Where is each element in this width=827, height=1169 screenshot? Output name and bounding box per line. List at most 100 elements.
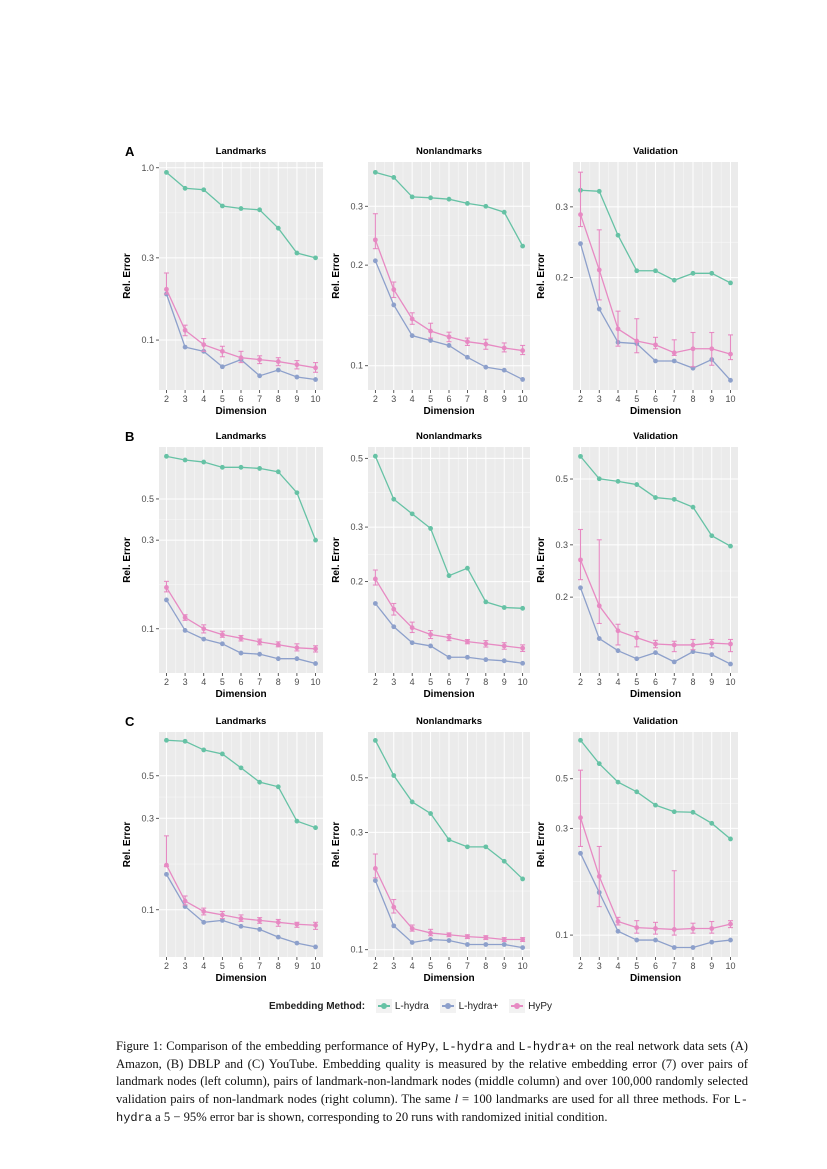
data-point: [465, 934, 470, 940]
data-point: [596, 476, 602, 482]
data-point: [409, 194, 415, 200]
x-tick-label: 5: [220, 677, 225, 687]
series-hypy: [578, 171, 733, 368]
data-point: [709, 926, 715, 931]
x-tick-label: 2: [373, 677, 378, 687]
data-point: [219, 464, 225, 470]
series-hypy: [372, 853, 526, 943]
data-point: [728, 351, 733, 357]
x-tick-label: 7: [257, 677, 262, 687]
y-tick-label: 0.3: [141, 253, 154, 263]
y-tick-label: 0.3: [350, 201, 363, 211]
data-point: [294, 921, 300, 927]
x-axis-label: Dimension: [215, 406, 266, 417]
data-point: [709, 652, 715, 658]
x-tick-label: 3: [597, 961, 602, 971]
data-point: [409, 333, 415, 339]
data-point: [578, 212, 583, 217]
data-point: [653, 641, 658, 647]
data-point: [465, 200, 470, 206]
data-point: [653, 358, 658, 364]
x-tick-label: 3: [391, 961, 396, 971]
data-point: [690, 809, 696, 815]
data-point: [690, 270, 696, 276]
data-point: [671, 277, 677, 283]
legend: Embedding Method: L-hydra L-hydra+ HyPy: [0, 999, 827, 1013]
x-tick-label: 6: [446, 394, 451, 404]
data-point: [520, 660, 526, 666]
series-l-hydra: [372, 453, 526, 611]
legend-key-l-hydra: [375, 999, 392, 1013]
data-point: [257, 373, 263, 379]
x-tick-label: 5: [634, 677, 639, 687]
data-point: [634, 937, 640, 943]
x-tick-label: 5: [428, 394, 433, 404]
data-point: [182, 344, 188, 350]
x-tick-label: 2: [578, 961, 583, 971]
data-point: [596, 306, 602, 312]
series-l-hydra: [164, 453, 318, 543]
chart-title: Nonlandmarks: [416, 431, 482, 442]
data-point: [501, 643, 507, 649]
data-point: [615, 232, 621, 238]
x-tick-label: 10: [725, 394, 735, 404]
series-hypy: [163, 580, 319, 653]
data-point: [428, 937, 433, 942]
x-tick-label: 6: [238, 394, 243, 404]
data-point: [615, 928, 621, 934]
data-point: [634, 482, 640, 487]
data-point: [634, 635, 640, 641]
x-tick-label: 5: [634, 961, 639, 971]
x-tick-label: 7: [465, 677, 470, 687]
x-tick-label: 8: [276, 394, 281, 404]
x-tick-label: 4: [201, 394, 206, 404]
x-axis-label: Dimension: [423, 689, 474, 700]
panel-label: B: [125, 429, 134, 444]
y-tick-label: 0.1: [555, 930, 568, 940]
y-axis-label: Rel. Error: [331, 822, 342, 868]
data-point: [428, 328, 433, 334]
data-point: [615, 779, 621, 785]
x-tick-label: 2: [578, 677, 583, 687]
series-l-hydra: [578, 187, 733, 286]
data-point: [372, 576, 378, 582]
data-point: [409, 625, 415, 631]
x-tick-label: 10: [725, 677, 735, 687]
data-point: [428, 338, 433, 343]
data-point: [709, 820, 715, 826]
data-point: [391, 923, 397, 929]
data-point: [728, 921, 733, 927]
data-point: [709, 939, 715, 945]
data-point: [653, 650, 658, 656]
data-point: [446, 932, 452, 938]
data-point: [219, 364, 225, 370]
data-point: [257, 926, 263, 932]
data-point: [372, 258, 378, 264]
chart-panel: 2 3 4 5 6 7 8 9 10 0.1 0.3 1.0 Landmarks Dimension Rel…: [122, 144, 323, 417]
data-point: [409, 940, 415, 945]
figure-panels: 2 3 4 5 6 7 8 9 10 0.1 0.3 1.0 Landmarks Dimension Rel…: [122, 144, 738, 984]
y-tick-label: 0.2: [555, 273, 568, 283]
data-point: [391, 606, 397, 612]
data-point: [257, 357, 263, 363]
x-axis-label: Dimension: [215, 973, 266, 984]
data-point: [372, 737, 378, 743]
data-point: [671, 659, 677, 665]
data-point: [501, 937, 507, 942]
y-tick-label: 0.5: [141, 771, 154, 781]
data-point: [446, 938, 452, 943]
y-tick-label: 0.3: [141, 535, 154, 545]
chart-title: Validation: [633, 146, 678, 157]
data-point: [428, 643, 433, 649]
data-point: [409, 799, 415, 805]
data-point: [313, 255, 318, 261]
chart-title: Landmarks: [216, 146, 267, 157]
data-point: [428, 632, 433, 637]
chart-title: Validation: [633, 431, 678, 442]
data-point: [615, 478, 621, 484]
data-point: [520, 937, 526, 942]
y-axis-label: Rel. Error: [331, 253, 342, 299]
chart-title: Validation: [633, 716, 678, 727]
data-point: [275, 367, 281, 373]
x-tick-label: 2: [164, 677, 169, 687]
